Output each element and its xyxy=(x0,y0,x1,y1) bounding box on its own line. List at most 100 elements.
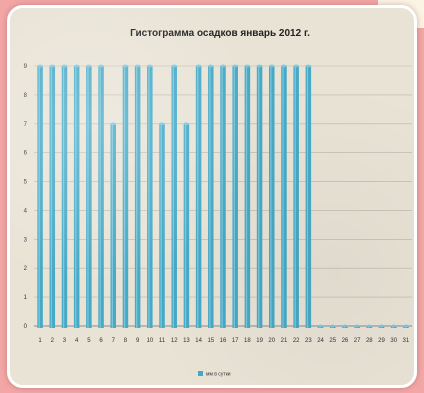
bar-body xyxy=(293,66,299,328)
bar-cap xyxy=(110,122,117,126)
bar-series xyxy=(37,64,409,329)
bar xyxy=(256,64,263,328)
bar-cap xyxy=(232,64,238,68)
bar-cap xyxy=(220,64,226,68)
bar xyxy=(37,64,43,328)
bar-cap xyxy=(366,324,373,328)
bar xyxy=(293,64,299,328)
x-tick-label: 28 xyxy=(366,338,373,344)
bar-highlight xyxy=(50,66,53,328)
bar-cap xyxy=(61,64,68,68)
bar-highlight xyxy=(123,66,126,328)
bar xyxy=(342,324,348,328)
bar-cap xyxy=(159,122,165,126)
x-tick-label: 23 xyxy=(305,338,312,344)
bar-highlight xyxy=(184,123,187,329)
x-tick-label: 1 xyxy=(38,338,42,344)
x-tick-label: 26 xyxy=(342,338,349,344)
bar-body xyxy=(73,66,80,328)
bar xyxy=(49,64,56,328)
bar xyxy=(220,64,226,328)
legend-label: мм в сутки xyxy=(206,372,231,378)
bar-body xyxy=(98,66,104,328)
x-tick-label: 31 xyxy=(403,338,410,344)
bar-body xyxy=(256,66,263,328)
bar-body xyxy=(195,66,202,328)
x-tick-label: 20 xyxy=(268,338,275,344)
bar xyxy=(269,64,275,328)
bar-body xyxy=(61,66,68,328)
x-tick-label: 18 xyxy=(244,338,251,344)
bar-body xyxy=(122,66,129,328)
x-tick-label: 22 xyxy=(293,338,300,344)
bar-highlight xyxy=(282,66,284,328)
bar-cap xyxy=(378,324,385,328)
bar xyxy=(122,64,129,328)
bar-cap xyxy=(305,64,312,68)
x-tick-label: 15 xyxy=(207,338,214,344)
bar-cap xyxy=(269,64,275,68)
bar-highlight xyxy=(99,66,101,328)
precipitation-chart: Гистограмма осадков январь 2012 г. 01234… xyxy=(24,28,412,378)
y-tick-label: 5 xyxy=(24,180,28,186)
bar-cap xyxy=(293,64,299,68)
x-tick-label: 9 xyxy=(136,338,140,344)
bar-cap xyxy=(49,64,56,68)
bar xyxy=(244,64,251,328)
legend: мм в сутки xyxy=(198,371,231,378)
y-tick-label: 2 xyxy=(24,266,28,272)
x-tick-label: 21 xyxy=(281,338,288,344)
bar-body xyxy=(220,66,226,328)
bar-body xyxy=(147,66,153,328)
bar xyxy=(86,64,92,328)
x-axis-ticks: 1 2 3 4 5 6 7 8 9 10 11 12 13 14 15 16 17 18 19 20 21 22 23 24 2… xyxy=(38,338,409,344)
bar-cap xyxy=(317,324,324,328)
bar-cap xyxy=(122,64,129,68)
bar-body xyxy=(49,66,56,328)
x-tick-label: 6 xyxy=(99,338,103,344)
bar xyxy=(329,324,336,328)
y-tick-label: 0 xyxy=(24,324,28,330)
bar-cap xyxy=(147,64,153,68)
bar xyxy=(195,64,202,328)
y-tick-label: 6 xyxy=(24,151,28,157)
bar-body xyxy=(305,66,312,328)
bar xyxy=(159,122,165,329)
x-tick-label: 25 xyxy=(329,338,336,344)
bar-highlight xyxy=(62,66,65,328)
x-tick-label: 10 xyxy=(146,338,153,344)
bar-highlight xyxy=(294,66,296,328)
bar xyxy=(317,324,324,328)
bar-highlight xyxy=(245,66,248,328)
x-tick-label: 30 xyxy=(390,338,397,344)
y-tick-label: 9 xyxy=(24,64,28,70)
bar-body xyxy=(244,66,251,328)
bar-body xyxy=(159,123,165,329)
bar xyxy=(366,324,373,328)
bar xyxy=(390,324,397,328)
bar-body xyxy=(269,66,275,328)
bar-cap xyxy=(171,64,177,68)
bar-highlight xyxy=(160,123,162,329)
bar-cap xyxy=(208,64,214,68)
bar-cap xyxy=(37,64,43,68)
bar-cap xyxy=(354,324,360,328)
y-tick-label: 8 xyxy=(24,93,28,99)
x-tick-label: 3 xyxy=(63,338,67,344)
legend-swatch xyxy=(198,371,203,376)
bar-highlight xyxy=(221,66,223,328)
x-tick-label: 2 xyxy=(51,338,55,344)
bar-cap xyxy=(195,64,202,68)
x-tick-label: 16 xyxy=(220,338,227,344)
bar xyxy=(134,64,141,328)
bar-highlight xyxy=(136,66,138,328)
bar-body xyxy=(171,66,177,328)
bar xyxy=(73,64,80,328)
y-tick-label: 3 xyxy=(24,237,28,243)
x-tick-label: 14 xyxy=(195,338,202,344)
bar-body xyxy=(232,66,238,328)
bar xyxy=(354,324,360,328)
y-tick-label: 7 xyxy=(24,122,28,128)
bar-cap xyxy=(281,64,287,68)
